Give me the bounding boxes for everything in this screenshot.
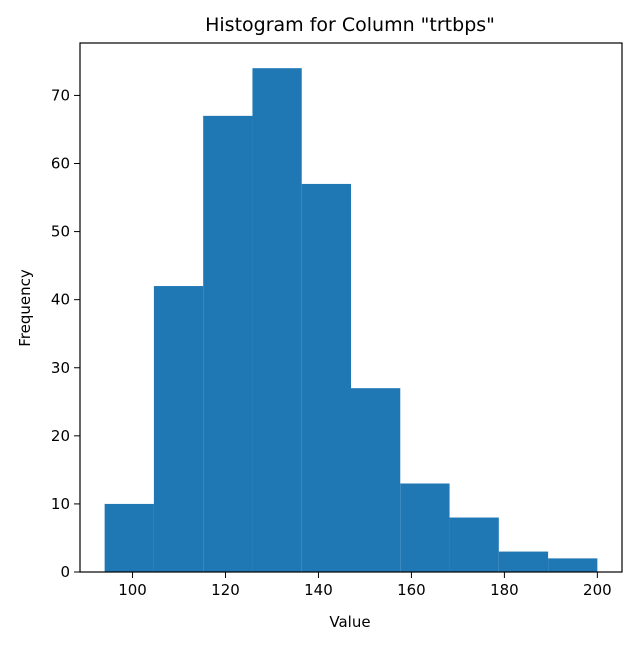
bars-group [104, 68, 598, 573]
x-tick-label: 140 [304, 581, 333, 599]
y-axis-label: Frequency [16, 269, 34, 347]
x-axis-label: Value [329, 613, 370, 631]
chart-title: Histogram for Column "trtbps" [205, 14, 495, 36]
histogram-bar [252, 68, 302, 572]
histogram-bar [351, 388, 401, 572]
histogram-bar [498, 551, 549, 572]
y-tick-label: 0 [60, 563, 70, 581]
y-tick-label: 20 [51, 427, 70, 445]
histogram-bar [301, 183, 351, 573]
x-axis-ticks: 100 120 140 160 180 200 [118, 572, 612, 599]
histogram-bar [449, 517, 499, 572]
y-axis-ticks: 0 10 20 30 40 50 60 70 [51, 86, 80, 581]
y-tick-label: 10 [51, 495, 70, 513]
x-tick-label: 120 [211, 581, 240, 599]
x-tick-label: 180 [490, 581, 519, 599]
y-tick-label: 40 [51, 291, 70, 309]
histogram-bar [400, 483, 450, 572]
histogram-bar [104, 503, 154, 572]
histogram-bar [548, 558, 598, 572]
x-tick-label: 160 [397, 581, 426, 599]
histogram-bar [153, 286, 204, 572]
x-tick-label: 200 [583, 581, 612, 599]
histogram-bar [203, 115, 253, 572]
y-tick-label: 70 [51, 86, 70, 104]
y-tick-label: 50 [51, 223, 70, 241]
y-tick-label: 30 [51, 359, 70, 377]
y-tick-label: 60 [51, 155, 70, 173]
plot-frame [79, 42, 623, 573]
x-tick-label: 100 [118, 581, 147, 599]
